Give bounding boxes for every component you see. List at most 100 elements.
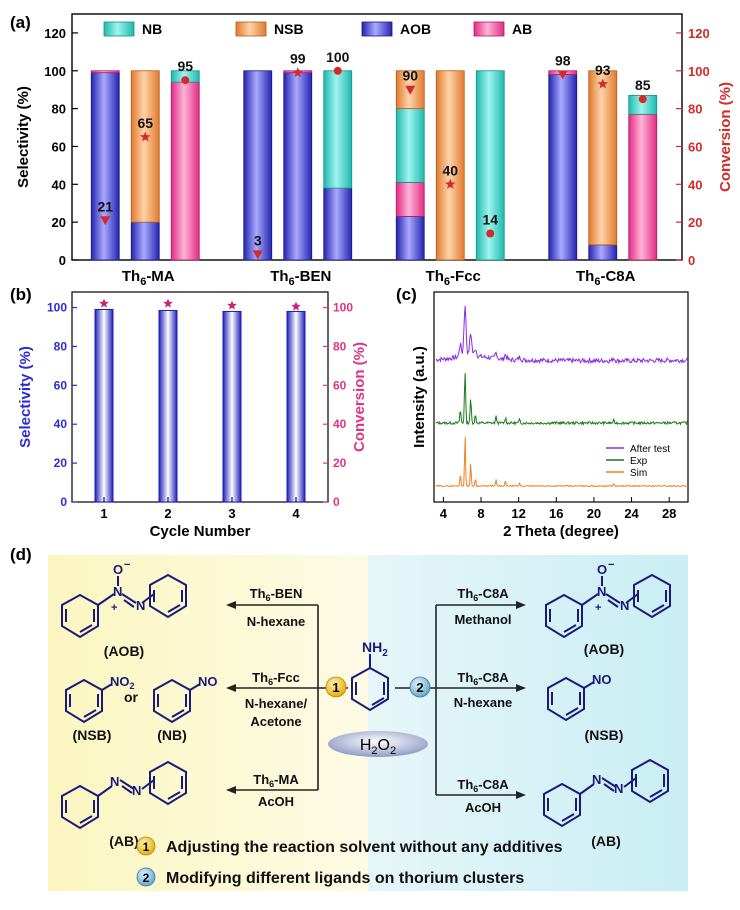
right-nsb-label: (NSB) <box>585 727 624 743</box>
a-y2tick-label: 100 <box>688 64 710 79</box>
b-xtick-label: 4 <box>292 506 300 521</box>
right-3-catalyst: Th6-C8A <box>457 777 509 794</box>
panel-b-label: (b) <box>10 285 32 304</box>
a-y2tick-label: 20 <box>688 215 702 230</box>
selectivity-bar <box>222 310 242 503</box>
bar-segment-ab <box>395 182 425 217</box>
legend-swatch-nsb <box>235 21 267 37</box>
conversion-value-label: 40 <box>442 162 458 178</box>
a-xcats: Th6-MA Th6-BEN Th6-Fcc Th6-C8A <box>122 268 636 288</box>
left-ab-atoms: N N <box>110 774 141 798</box>
b-y2ticks: 0 20 40 60 80 100 <box>323 301 353 509</box>
right-2-catalyst: Th6-C8A <box>457 670 509 687</box>
a-ytick-label: 40 <box>52 177 66 192</box>
bar-segment-aob <box>90 72 120 261</box>
svg-text:N: N <box>620 598 629 613</box>
after-test-line <box>435 305 689 365</box>
conversion-marker-circle <box>486 229 495 238</box>
b-ytick-label: 60 <box>54 378 68 392</box>
left-1-catalyst: Th6-BEN <box>250 586 303 603</box>
a-y2tick-label: 120 <box>688 26 710 41</box>
bar-segment-aob <box>243 70 273 261</box>
left-nsb-molecule <box>65 678 113 724</box>
aniline-molecule <box>351 654 389 712</box>
conversion-value-label: 14 <box>482 212 498 228</box>
conversion-marker-star <box>292 67 303 78</box>
conversion-value-label: 98 <box>555 53 571 69</box>
b-y2tick-label: 40 <box>333 417 347 431</box>
bar-segment-aob <box>548 74 578 261</box>
conversion-value-label: 93 <box>595 62 611 78</box>
right-3-solvent: AcOH <box>465 800 501 815</box>
a-y2tick-label: 60 <box>688 139 702 154</box>
note-1-badge <box>136 836 156 856</box>
a-bars <box>90 70 658 261</box>
c-xtick-label: 24 <box>624 506 639 521</box>
conversion-star <box>291 301 301 311</box>
route-2-badge <box>409 676 431 698</box>
svg-text:N: N <box>113 584 122 599</box>
b-ytick-label: 0 <box>60 495 67 509</box>
bar-segment-nsb <box>395 70 425 110</box>
a-category-label: Th6-C8A <box>576 268 636 288</box>
route-1-badge <box>325 676 347 698</box>
conversion-marker-circle <box>181 76 190 85</box>
a-yticks: 0 20 40 60 80 100 120 <box>44 26 78 268</box>
left-2-catalyst: Th6-Fcc <box>252 670 300 687</box>
a-y2ticks: 0 20 40 60 80 100 120 <box>676 26 710 268</box>
b-ytick-label: 80 <box>54 339 68 353</box>
panel-d: (d) NH2 <box>10 545 688 891</box>
bar-segment-nsb <box>588 70 618 246</box>
c-xtick-label: 20 <box>587 506 601 521</box>
c-y-axis-label: Intensity (a.u.) <box>411 346 428 448</box>
right-aob-atoms: N O − + N <box>595 559 629 614</box>
c-legend-label: Sim <box>630 468 647 479</box>
c-lines <box>435 305 689 488</box>
legend-swatch-aob <box>361 21 393 37</box>
note-1-number: 1 <box>143 840 150 854</box>
left-1-solvent: N-hexane <box>247 614 306 629</box>
left-aob-label: (AOB) <box>104 643 144 659</box>
c-xtick-label: 16 <box>549 506 563 521</box>
or-label: or <box>124 689 139 705</box>
a-category-label: Th6-BEN <box>270 268 331 288</box>
c-xtick-label: 28 <box>662 506 676 521</box>
conversion-value-label: 85 <box>635 77 651 93</box>
conversion-marker-triangle <box>557 70 568 80</box>
bar-segment-aob <box>588 244 618 261</box>
b-y2tick-label: 0 <box>333 495 340 509</box>
note-1-text: Adjusting the reaction solvent without a… <box>166 839 563 856</box>
note-2-badge <box>136 867 156 887</box>
left-nb-label: (NB) <box>157 727 187 743</box>
selectivity-bar <box>94 309 114 503</box>
conversion-marker-triangle <box>405 85 416 95</box>
a-markers: 21 65 95 3 99 100 90 40 14 98 93 85 <box>97 49 651 260</box>
svg-text:N: N <box>592 772 601 787</box>
a-legend: NB NSB AOB AB <box>103 21 532 37</box>
conversion-value-label: 95 <box>177 58 193 74</box>
a-y2tick-label: 40 <box>688 177 702 192</box>
right-1-catalyst: Th6-C8A <box>457 586 509 603</box>
svg-text:O: O <box>113 562 123 577</box>
conversion-marker-triangle <box>252 250 263 260</box>
h2o2-label: H2O2 <box>360 737 396 757</box>
svg-text:−: − <box>608 559 614 571</box>
b-y2tick-label: 60 <box>333 378 347 392</box>
b-y2-axis-label: Conversion (%) <box>351 342 368 452</box>
plot-area-c <box>433 291 689 503</box>
b-y2tick-label: 80 <box>333 339 347 353</box>
left-3-solvent: AcOH <box>258 794 294 809</box>
conversion-star <box>227 300 237 310</box>
left-aob-molecule <box>61 573 187 639</box>
conversion-value-label: 90 <box>402 68 418 84</box>
a-y2-axis-label: Conversion (%) <box>717 82 734 192</box>
right-conditions: Th6-C8A Methanol Th6-C8A N-hexane Th6-C8… <box>454 586 513 815</box>
b-ytick-label: 20 <box>54 456 68 470</box>
right-2-solvent: N-hexane <box>454 695 513 710</box>
b-xticks: 1 2 3 4 <box>100 497 300 521</box>
note-2-text: Modifying different ligands on thorium c… <box>166 870 524 887</box>
bar-segment-nsb <box>435 70 465 261</box>
conversion-value-label: 3 <box>254 232 262 248</box>
bar-segment-aob <box>283 72 313 261</box>
